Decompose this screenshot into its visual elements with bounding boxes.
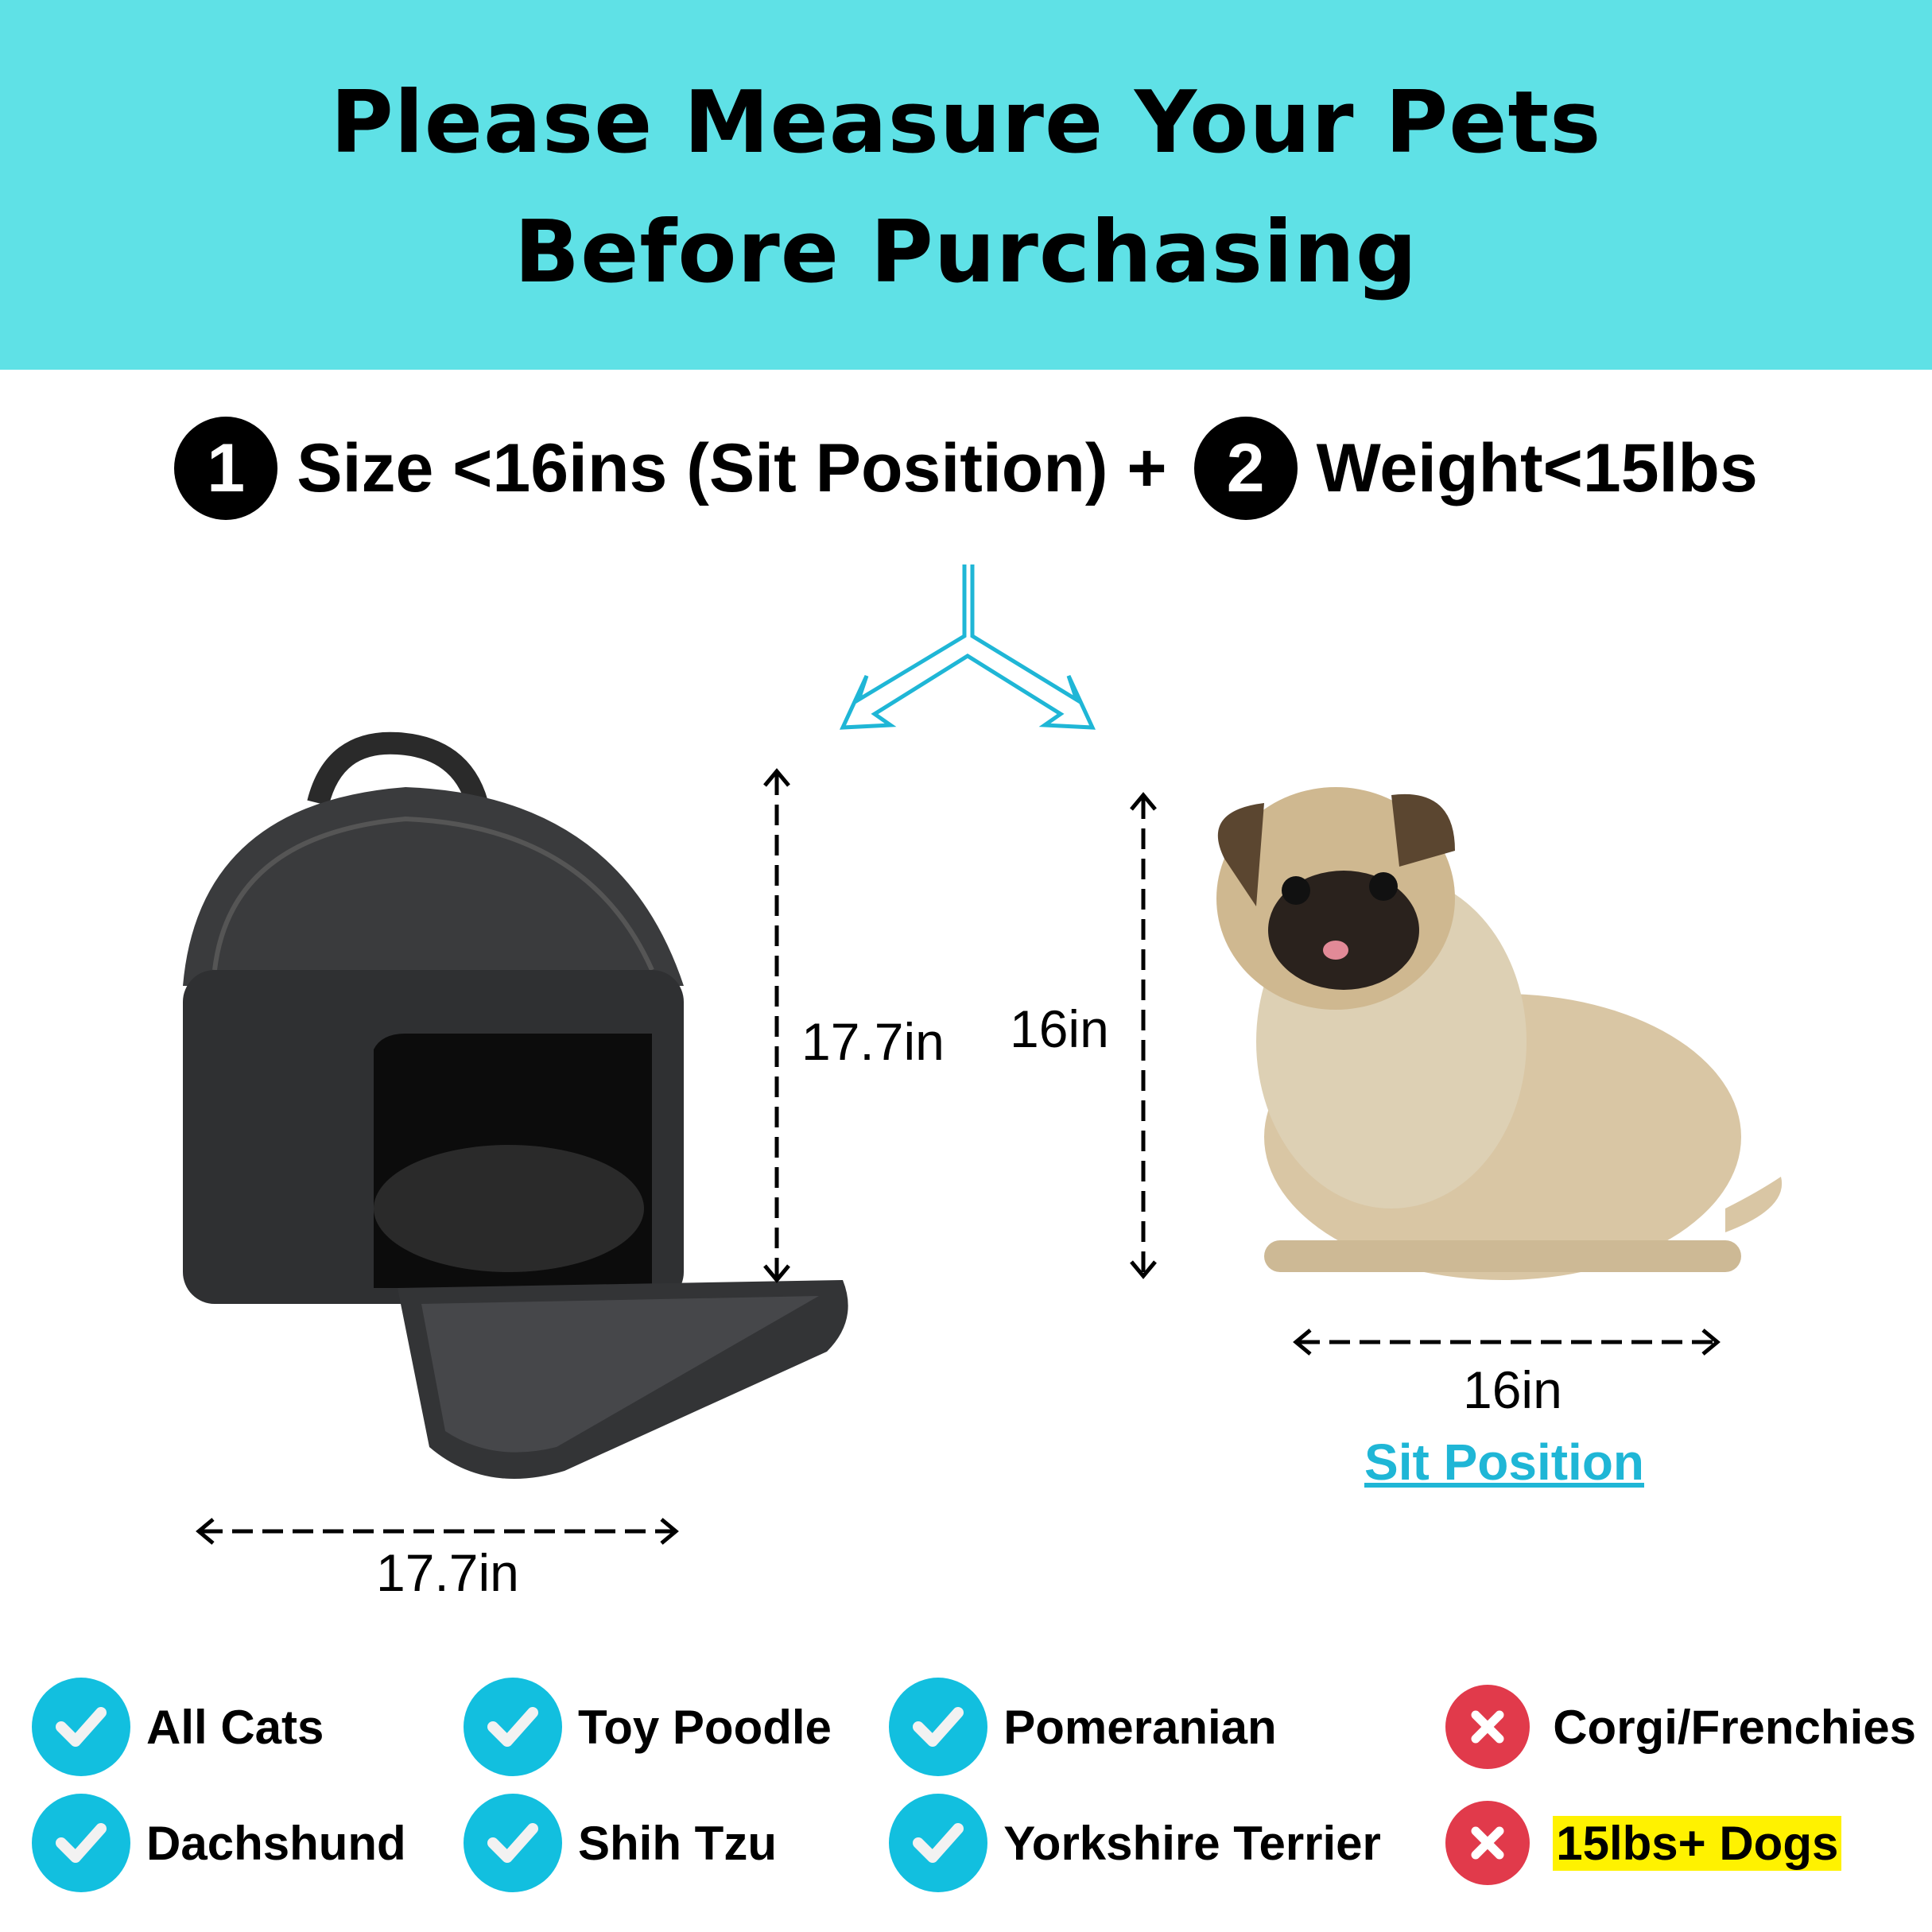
carrier-width-arrow [196,1518,679,1545]
step-1-badge: 1 [174,417,278,520]
list-item-label: All Cats [146,1700,324,1754]
list-item: Dachshund [32,1794,406,1892]
pet-height-label: 16in [1010,999,1109,1058]
check-icon [32,1794,130,1892]
list-item-label: Toy Poodle [578,1700,832,1754]
pug-image [1216,787,1783,1280]
list-item: 15lbs+ Dogs [1438,1794,1916,1892]
header-banner: Please Measure Your Pets Before Purchasi… [0,0,1932,370]
carrier-height-arrow [763,768,790,1283]
cross-icon [1445,1801,1530,1885]
title-line-2: Before Purchasing [514,203,1418,302]
list-item-label: Pomeranian [1003,1700,1277,1754]
carrier-height-label: 17.7in [801,1012,945,1071]
list-item: Shih Tzu [464,1794,832,1892]
check-icon [889,1678,988,1776]
pet-carrier-image [183,731,848,1479]
list-item: Yorkshire Terrier [889,1794,1381,1892]
step-2-text: Weight<15lbs [1316,430,1758,506]
pet-height-arrow [1130,792,1157,1279]
step-1-text: Size <16ins (Sit Position) + [297,430,1167,506]
split-arrow-icon [839,564,1096,730]
carrier-width-label: 17.7in [376,1543,519,1602]
list-item-label: Shih Tzu [578,1816,777,1870]
suitability-column: Pomeranian Yorkshire Terrier [889,1678,1381,1892]
check-icon [464,1794,563,1892]
pet-width-arrow [1293,1329,1721,1356]
cross-icon [1445,1685,1530,1769]
suitability-column: Toy Poodle Shih Tzu [464,1678,832,1892]
check-icon [889,1794,988,1892]
list-item-label: Corgi/Frenchies [1553,1700,1916,1754]
check-icon [32,1678,130,1776]
step-2-badge: 2 [1193,417,1298,520]
list-item: Corgi/Frenchies [1438,1678,1916,1776]
list-item-label: 15lbs+ Dogs [1553,1815,1842,1871]
list-item: All Cats [32,1678,406,1776]
suitability-list: All Cats Dachshund Toy Poodle Shih Tzu Pomer… [32,1678,1916,1892]
title-line-1: Please Measure Your Pets [330,73,1602,173]
suitability-column: All Cats Dachshund [32,1678,406,1892]
list-item-label: Dachshund [146,1816,406,1870]
sit-position-link[interactable]: Sit Position [1364,1433,1644,1491]
check-icon [464,1678,563,1776]
requirements-row: 1 Size <16ins (Sit Position) + 2 Weight<… [0,417,1932,520]
list-item: Toy Poodle [464,1678,832,1776]
pet-width-label: 16in [1463,1360,1562,1419]
suitability-column: Corgi/Frenchies 15lbs+ Dogs [1438,1678,1916,1892]
list-item-label: Yorkshire Terrier [1003,1816,1381,1870]
list-item: Pomeranian [889,1678,1381,1776]
